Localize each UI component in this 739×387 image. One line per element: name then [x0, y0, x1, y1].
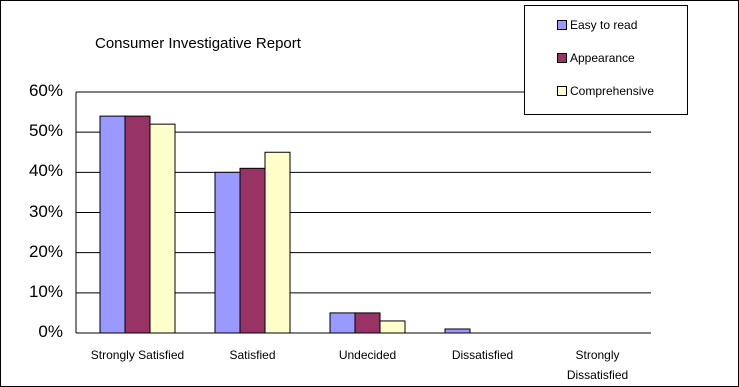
legend-item: Easy to read: [557, 18, 637, 32]
x-tick-label: Strongly Dissatisfied: [566, 348, 629, 382]
y-tick-label: 50%: [28, 121, 63, 141]
y-tick-label: 20%: [28, 241, 63, 261]
x-tick-label: Dissatisfied: [451, 348, 514, 362]
bar: [354, 312, 381, 334]
bar: [264, 151, 291, 334]
bar: [99, 115, 126, 334]
y-tick-label: 10%: [28, 281, 63, 301]
bar: [329, 312, 356, 334]
legend-item: Comprehensive: [557, 84, 654, 98]
bar: [124, 115, 151, 334]
y-tick-label: 30%: [28, 201, 63, 221]
legend-label: Easy to read: [570, 18, 638, 32]
legend-swatch: [557, 20, 567, 30]
legend-item: Appearance: [557, 51, 635, 65]
bar: [214, 171, 241, 334]
bar: [149, 123, 176, 334]
x-tick-label: Undecided: [338, 348, 397, 362]
bar: [239, 167, 266, 334]
legend-label: Appearance: [570, 51, 635, 65]
chart-title: Consumer Investigative Report: [95, 35, 301, 52]
bar: [379, 320, 406, 334]
x-tick-label: Strongly Satisfied: [90, 348, 185, 362]
y-tick-label: 60%: [28, 81, 63, 100]
bar: [444, 328, 471, 334]
y-tick-label: 40%: [28, 161, 63, 181]
y-tick-label: 0%: [38, 322, 63, 341]
x-tick-label: Satisfied: [229, 348, 276, 362]
legend-swatch: [557, 53, 567, 63]
legend-label: Comprehensive: [570, 84, 655, 98]
legend-swatch: [557, 86, 567, 96]
legend: Easy to read Appearance Comprehensive: [524, 5, 688, 115]
